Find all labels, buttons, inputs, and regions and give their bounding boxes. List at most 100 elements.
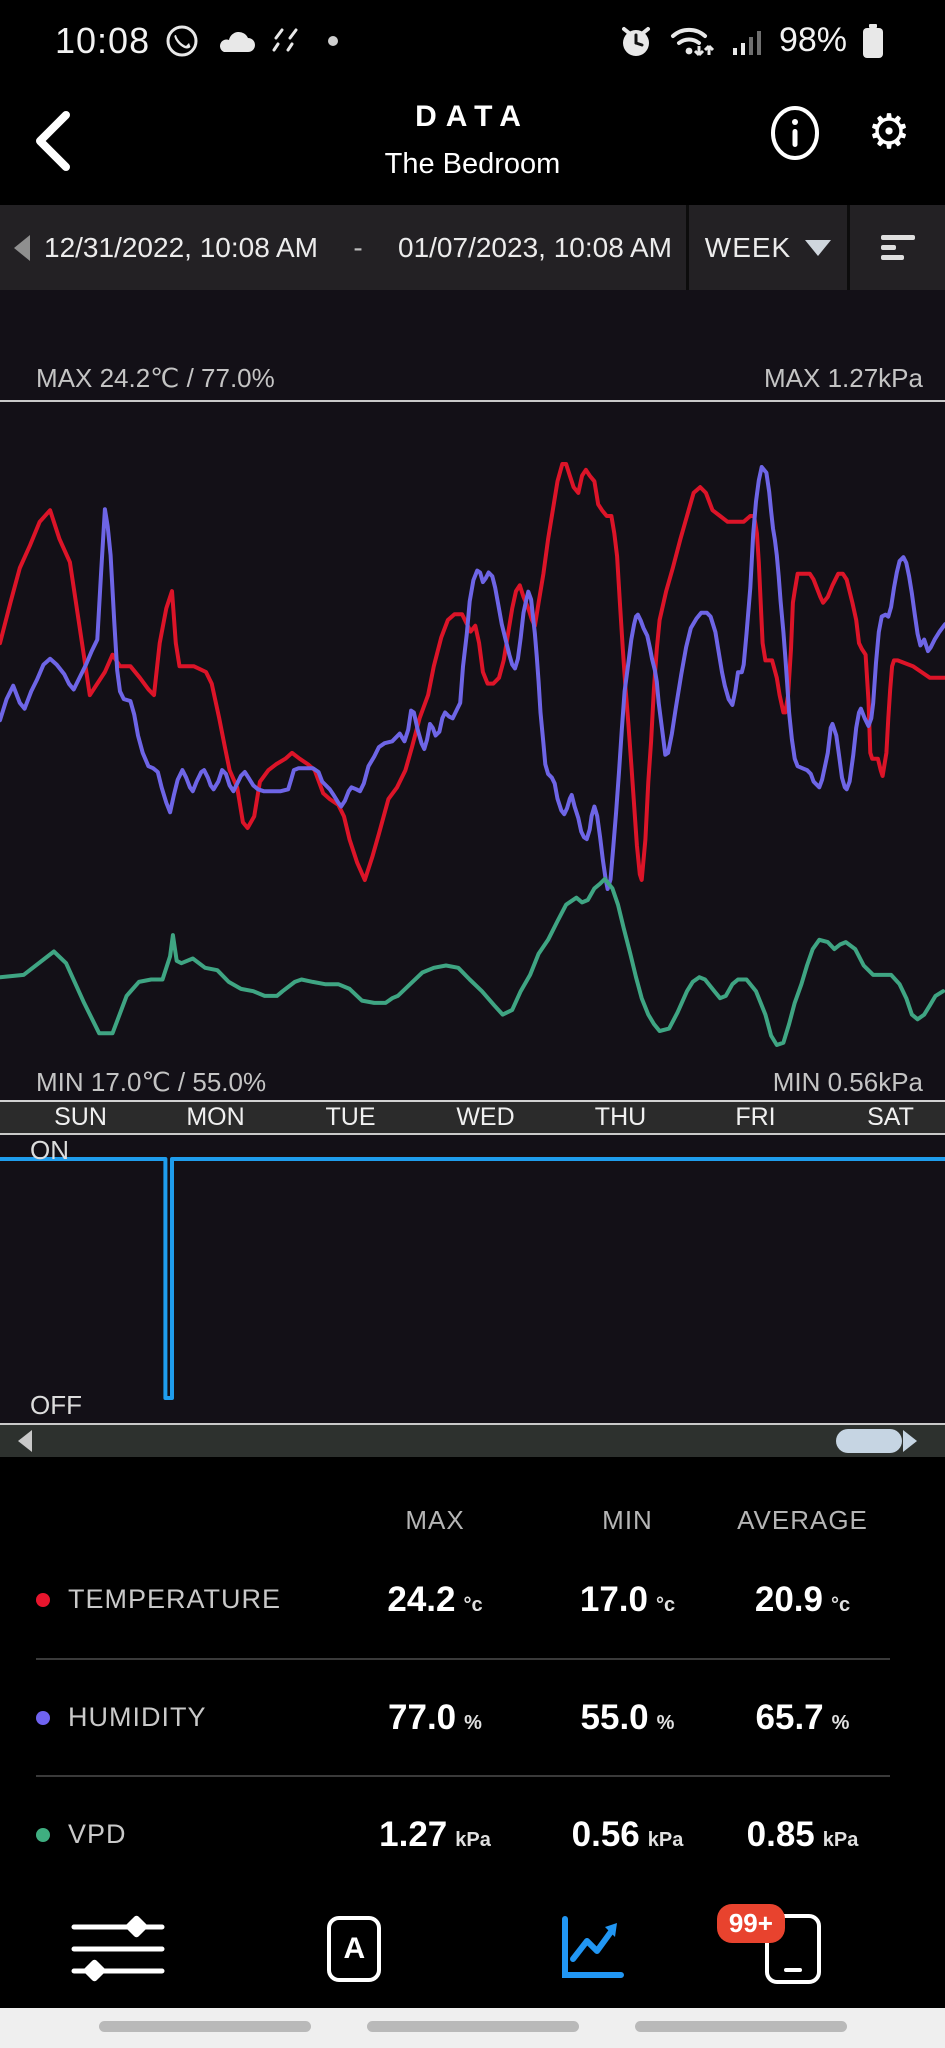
day-label-wed: WED	[456, 1103, 515, 1131]
unit-label: °c	[656, 1593, 676, 1616]
min-temp-hum-label: MIN 17.0℃ / 55.0%	[36, 1067, 267, 1097]
row-label: VPD	[68, 1819, 127, 1849]
date-range-bar: 12/31/2022, 10:08 AM - 01/07/2023, 10:08…	[0, 205, 945, 290]
table-row-humidity: HUMIDITY 77.0% 55.0% 65.7%	[36, 1658, 890, 1775]
range-end-date[interactable]: 01/07/2023, 10:08 AM	[398, 231, 672, 263]
unit-label: °c	[463, 1593, 483, 1616]
range-mode-selector[interactable]: WEEK	[689, 205, 847, 290]
day-label-fri: FRI	[735, 1103, 776, 1131]
divider	[686, 205, 689, 290]
system-navigation-bar	[0, 2008, 945, 2048]
power-chart-canvas	[0, 1157, 945, 1400]
automation-tab-button[interactable]: A	[236, 1890, 472, 2008]
humidity-dot-icon	[36, 1710, 50, 1725]
power-series-line	[0, 1157, 945, 1400]
table-row-vpd: VPD 1.27 kPa 0.56 kPa 0.85 kPa	[36, 1775, 890, 1892]
temperature-dot-icon	[36, 1592, 50, 1607]
clock-time: 10:08	[55, 19, 151, 61]
weather-drizzle-icon	[270, 26, 304, 56]
sliders-icon	[71, 1915, 165, 1982]
vpd-dot-icon	[36, 1827, 50, 1842]
range-mode-label: WEEK	[704, 231, 792, 263]
row-label: TEMPERATURE	[68, 1584, 282, 1614]
filter-lines-icon	[880, 230, 915, 265]
day-axis: SUN MON TUE WED THU FRI SAT	[0, 1100, 945, 1135]
off-label: OFF	[30, 1390, 82, 1420]
header: DATA The Bedroom ⚙	[0, 75, 945, 205]
day-label-thu: THU	[594, 1103, 647, 1131]
hum-min-value: 55.0	[580, 1697, 649, 1737]
auto-mode-letter: A	[343, 1932, 366, 1965]
temp-max-value: 24.2	[387, 1579, 456, 1619]
unit-label: °c	[831, 1593, 851, 1616]
whatsapp-icon	[164, 23, 200, 59]
column-header-max: MAX	[405, 1504, 465, 1535]
notification-dot-icon	[328, 35, 339, 46]
humidity-series-line	[0, 465, 945, 891]
power-state-chart[interactable]: ON OFF	[0, 1135, 945, 1425]
line-chart-icon	[561, 1916, 624, 1978]
sensor-line-chart[interactable]: MIN 17.0℃ / 55.0% MIN 0.56kPa	[0, 400, 945, 1100]
unit-label: %	[464, 1711, 482, 1734]
day-label-tue: TUE	[325, 1103, 376, 1131]
on-label: ON	[30, 1135, 69, 1165]
gear-icon: ⚙	[867, 106, 911, 159]
status-bar: 10:08	[0, 0, 945, 75]
back-button[interactable]	[30, 103, 90, 178]
bottom-navigation: A 99+	[0, 1890, 945, 2008]
notifications-badge: 99+	[716, 1903, 785, 1943]
temp-min-value: 17.0	[579, 1579, 648, 1619]
auto-mode-icon: A	[327, 1916, 382, 1982]
range-start-date[interactable]: 12/31/2022, 10:08 AM	[44, 231, 318, 263]
hum-max-value: 77.0	[388, 1697, 457, 1737]
nav-pill-home[interactable]	[366, 2021, 579, 2032]
vpd-min-value: 0.56	[571, 1814, 640, 1854]
vpd-avg-value: 0.85	[746, 1814, 815, 1854]
data-tab-button[interactable]	[473, 1890, 709, 2008]
device-log-icon	[764, 1914, 821, 1984]
max-temp-hum-label: MAX 24.2℃ / 77.0%	[36, 363, 275, 393]
chart-canvas	[0, 462, 945, 1047]
info-button[interactable]	[767, 105, 823, 161]
time-scrollbar[interactable]	[0, 1425, 945, 1457]
notifications-tab-button[interactable]: 99+	[709, 1890, 945, 2008]
page-title: DATA	[415, 99, 530, 133]
settings-gear-button[interactable]: ⚙	[861, 105, 917, 161]
stats-table: MAX MIN AVERAGE TEMPERATURE 24.2 °c 17.0 °…	[0, 1457, 945, 1890]
device-name: The Bedroom	[384, 147, 561, 180]
alarm-icon	[617, 22, 655, 60]
unit-label: kPa	[455, 1828, 491, 1851]
nav-pill-back[interactable]	[634, 2021, 847, 2032]
controls-tab-button[interactable]	[0, 1890, 236, 2008]
chart-options-button[interactable]	[850, 205, 945, 290]
vpd-series-line	[0, 877, 945, 1047]
column-header-min: MIN	[602, 1504, 653, 1535]
table-row-temperature: TEMPERATURE 24.2 °c 17.0 °c 20.9 °c	[36, 1541, 890, 1658]
wifi-network-icon	[669, 22, 717, 60]
range-dash: -	[353, 231, 363, 263]
temp-avg-value: 20.9	[754, 1579, 823, 1619]
cloud-icon	[214, 26, 256, 56]
temperature-series-line	[0, 462, 945, 882]
chart-panel: MAX 24.2℃ / 77.0% MAX 1.27kPa MIN 17.0℃ …	[0, 290, 945, 1425]
day-label-sat: SAT	[867, 1103, 914, 1131]
unit-label: kPa	[647, 1828, 684, 1851]
scrollbar-thumb[interactable]	[836, 1429, 902, 1453]
max-vpd-label: MAX 1.27kPa	[764, 363, 923, 393]
day-label-mon: MON	[186, 1103, 245, 1131]
previous-range-icon[interactable]	[14, 234, 30, 261]
chevron-down-icon	[805, 239, 832, 256]
unit-label: %	[831, 1711, 850, 1734]
battery-icon	[861, 22, 885, 60]
hum-avg-value: 65.7	[755, 1697, 824, 1737]
signal-bars-icon	[731, 24, 765, 58]
scroll-left-arrow-icon[interactable]	[18, 1430, 32, 1452]
scroll-right-arrow-icon[interactable]	[903, 1430, 917, 1452]
nav-pill-recents[interactable]	[98, 2021, 311, 2032]
row-label: HUMIDITY	[68, 1702, 207, 1732]
divider	[847, 205, 850, 290]
min-vpd-label: MIN 0.56kPa	[772, 1067, 923, 1097]
unit-label: %	[656, 1711, 675, 1734]
day-label-sun: SUN	[54, 1103, 107, 1131]
